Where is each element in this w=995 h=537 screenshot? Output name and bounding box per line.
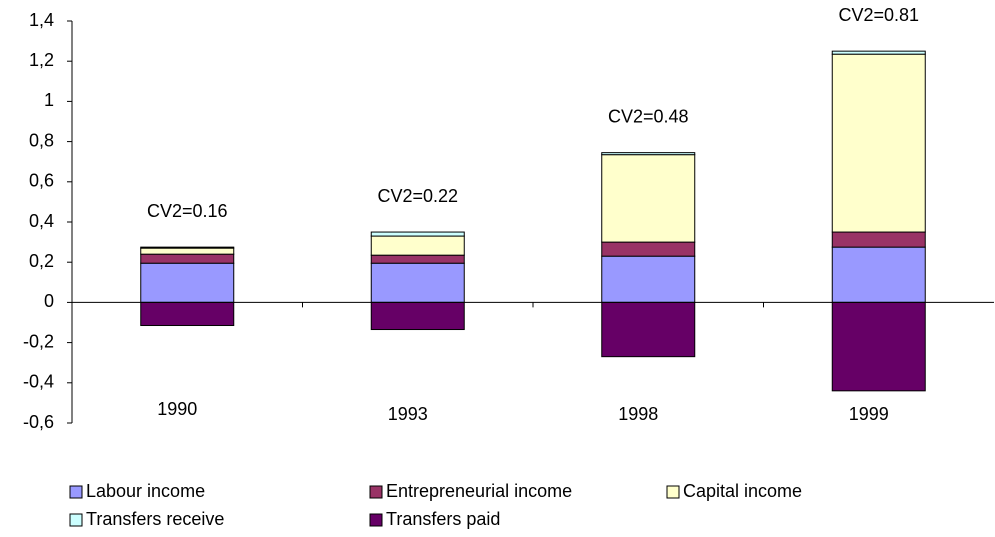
y-tick-label: 1,2	[29, 50, 54, 70]
bar-segment	[831, 246, 926, 303]
legend-swatch	[369, 513, 383, 527]
annotation: CV2=0.16	[147, 201, 228, 221]
bar-segment	[831, 53, 926, 233]
y-tick-label: 0,8	[29, 130, 54, 150]
bar-segment	[140, 246, 235, 249]
legend-swatch	[369, 485, 383, 499]
y-tick-label: 0	[44, 291, 54, 311]
y-tick-label: 1,4	[29, 10, 54, 30]
bar-segment	[601, 241, 696, 257]
annotation: CV2=0.48	[608, 106, 689, 126]
y-tick-label: -0,6	[23, 412, 54, 432]
bar-segment	[831, 301, 926, 392]
x-tick-label: 1990	[157, 399, 197, 419]
bar-segment	[831, 50, 926, 55]
x-tick-label: 1993	[388, 404, 428, 424]
bar-segment	[601, 152, 696, 156]
legend-label: Capital income	[683, 481, 802, 501]
legend-label: Transfers receive	[86, 509, 224, 529]
bar-segment	[140, 247, 235, 255]
bar-segment	[140, 253, 235, 264]
y-tick-label: 1	[44, 90, 54, 110]
bar-segment	[601, 154, 696, 243]
legend-swatch	[69, 485, 83, 499]
y-tick-label: 0,6	[29, 171, 54, 191]
x-tick-label: 1999	[849, 404, 889, 424]
annotation: CV2=0.81	[838, 5, 919, 25]
bar-segment	[140, 301, 235, 327]
bar-segment	[601, 301, 696, 358]
legend-swatch	[69, 513, 83, 527]
y-tick-label: -0,4	[23, 372, 54, 392]
x-tick-label: 1998	[618, 404, 658, 424]
bar-segment	[370, 254, 465, 264]
y-tick-label: -0,2	[23, 331, 54, 351]
bar-segment	[140, 262, 235, 303]
bar-segment	[370, 301, 465, 331]
legend-label: Entrepreneurial income	[386, 481, 572, 501]
legend-label: Labour income	[86, 481, 205, 501]
annotation: CV2=0.22	[377, 186, 458, 206]
bar-segment	[370, 262, 465, 303]
legend-label: Transfers paid	[386, 509, 500, 529]
legend-swatch	[666, 485, 680, 499]
y-tick-label: 0,2	[29, 251, 54, 271]
y-tick-label: 0,4	[29, 211, 54, 231]
bar-segment	[370, 231, 465, 237]
bar-segment	[370, 235, 465, 256]
bar-segment	[831, 231, 926, 248]
bar-segment	[601, 255, 696, 303]
